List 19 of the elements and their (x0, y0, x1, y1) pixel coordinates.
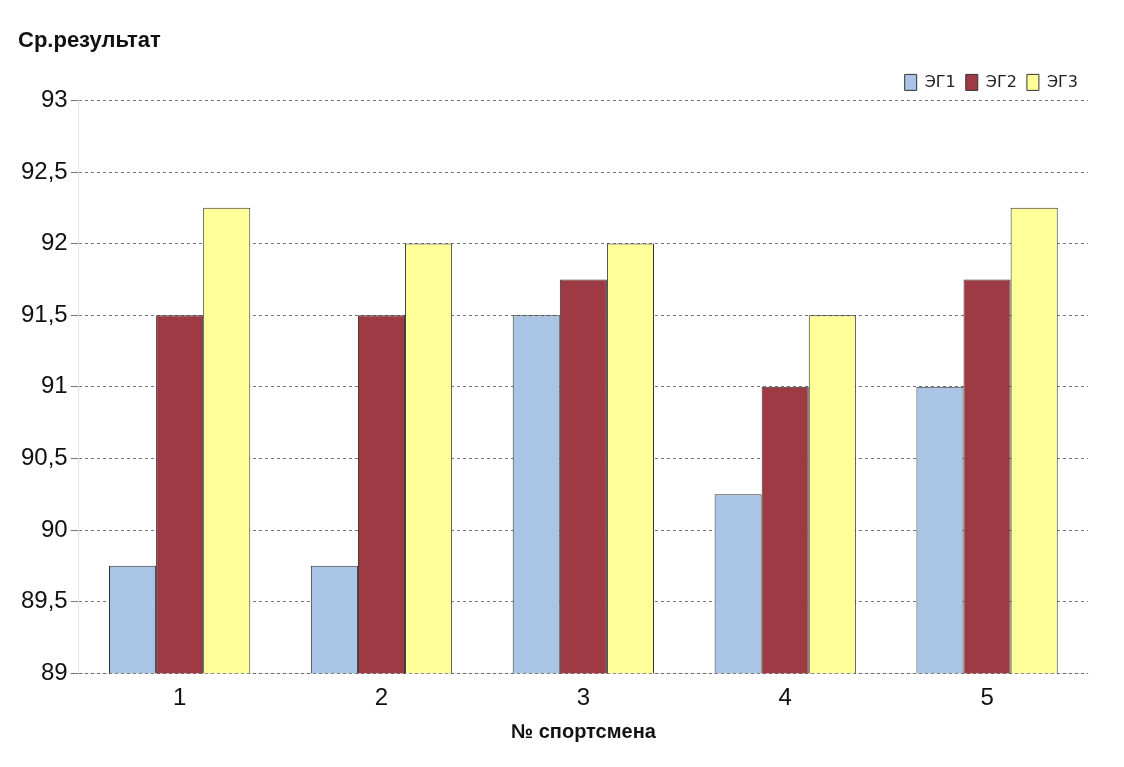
x-tick-label: 2 (374, 683, 389, 711)
x-tick-label: 3 (576, 683, 591, 711)
legend-label: ЭГ1 (924, 71, 956, 91)
y-tick-label: 89 (41, 657, 68, 685)
y-tick-label: 91,5 (20, 299, 68, 327)
x-axis-title: № спортсмена (510, 719, 657, 742)
y-tick-label: 92 (41, 228, 68, 256)
legend-label: ЭГ3 (1046, 71, 1078, 91)
y-tick-label: 92,5 (20, 156, 68, 184)
x-tick-label: 4 (778, 683, 792, 711)
y-tick-label: 89,5 (20, 586, 68, 614)
y-tick-label: 90,5 (20, 443, 68, 471)
y-tick-label: 93 (41, 85, 68, 113)
x-tick-label: 5 (980, 683, 994, 711)
y-tick-label: 91 (41, 371, 68, 399)
y-axis-title: Ср.результат (18, 27, 162, 53)
y-tick-label: 90 (41, 514, 68, 542)
x-tick-label: 1 (172, 683, 187, 711)
legend-label: ЭГ2 (985, 71, 1017, 91)
